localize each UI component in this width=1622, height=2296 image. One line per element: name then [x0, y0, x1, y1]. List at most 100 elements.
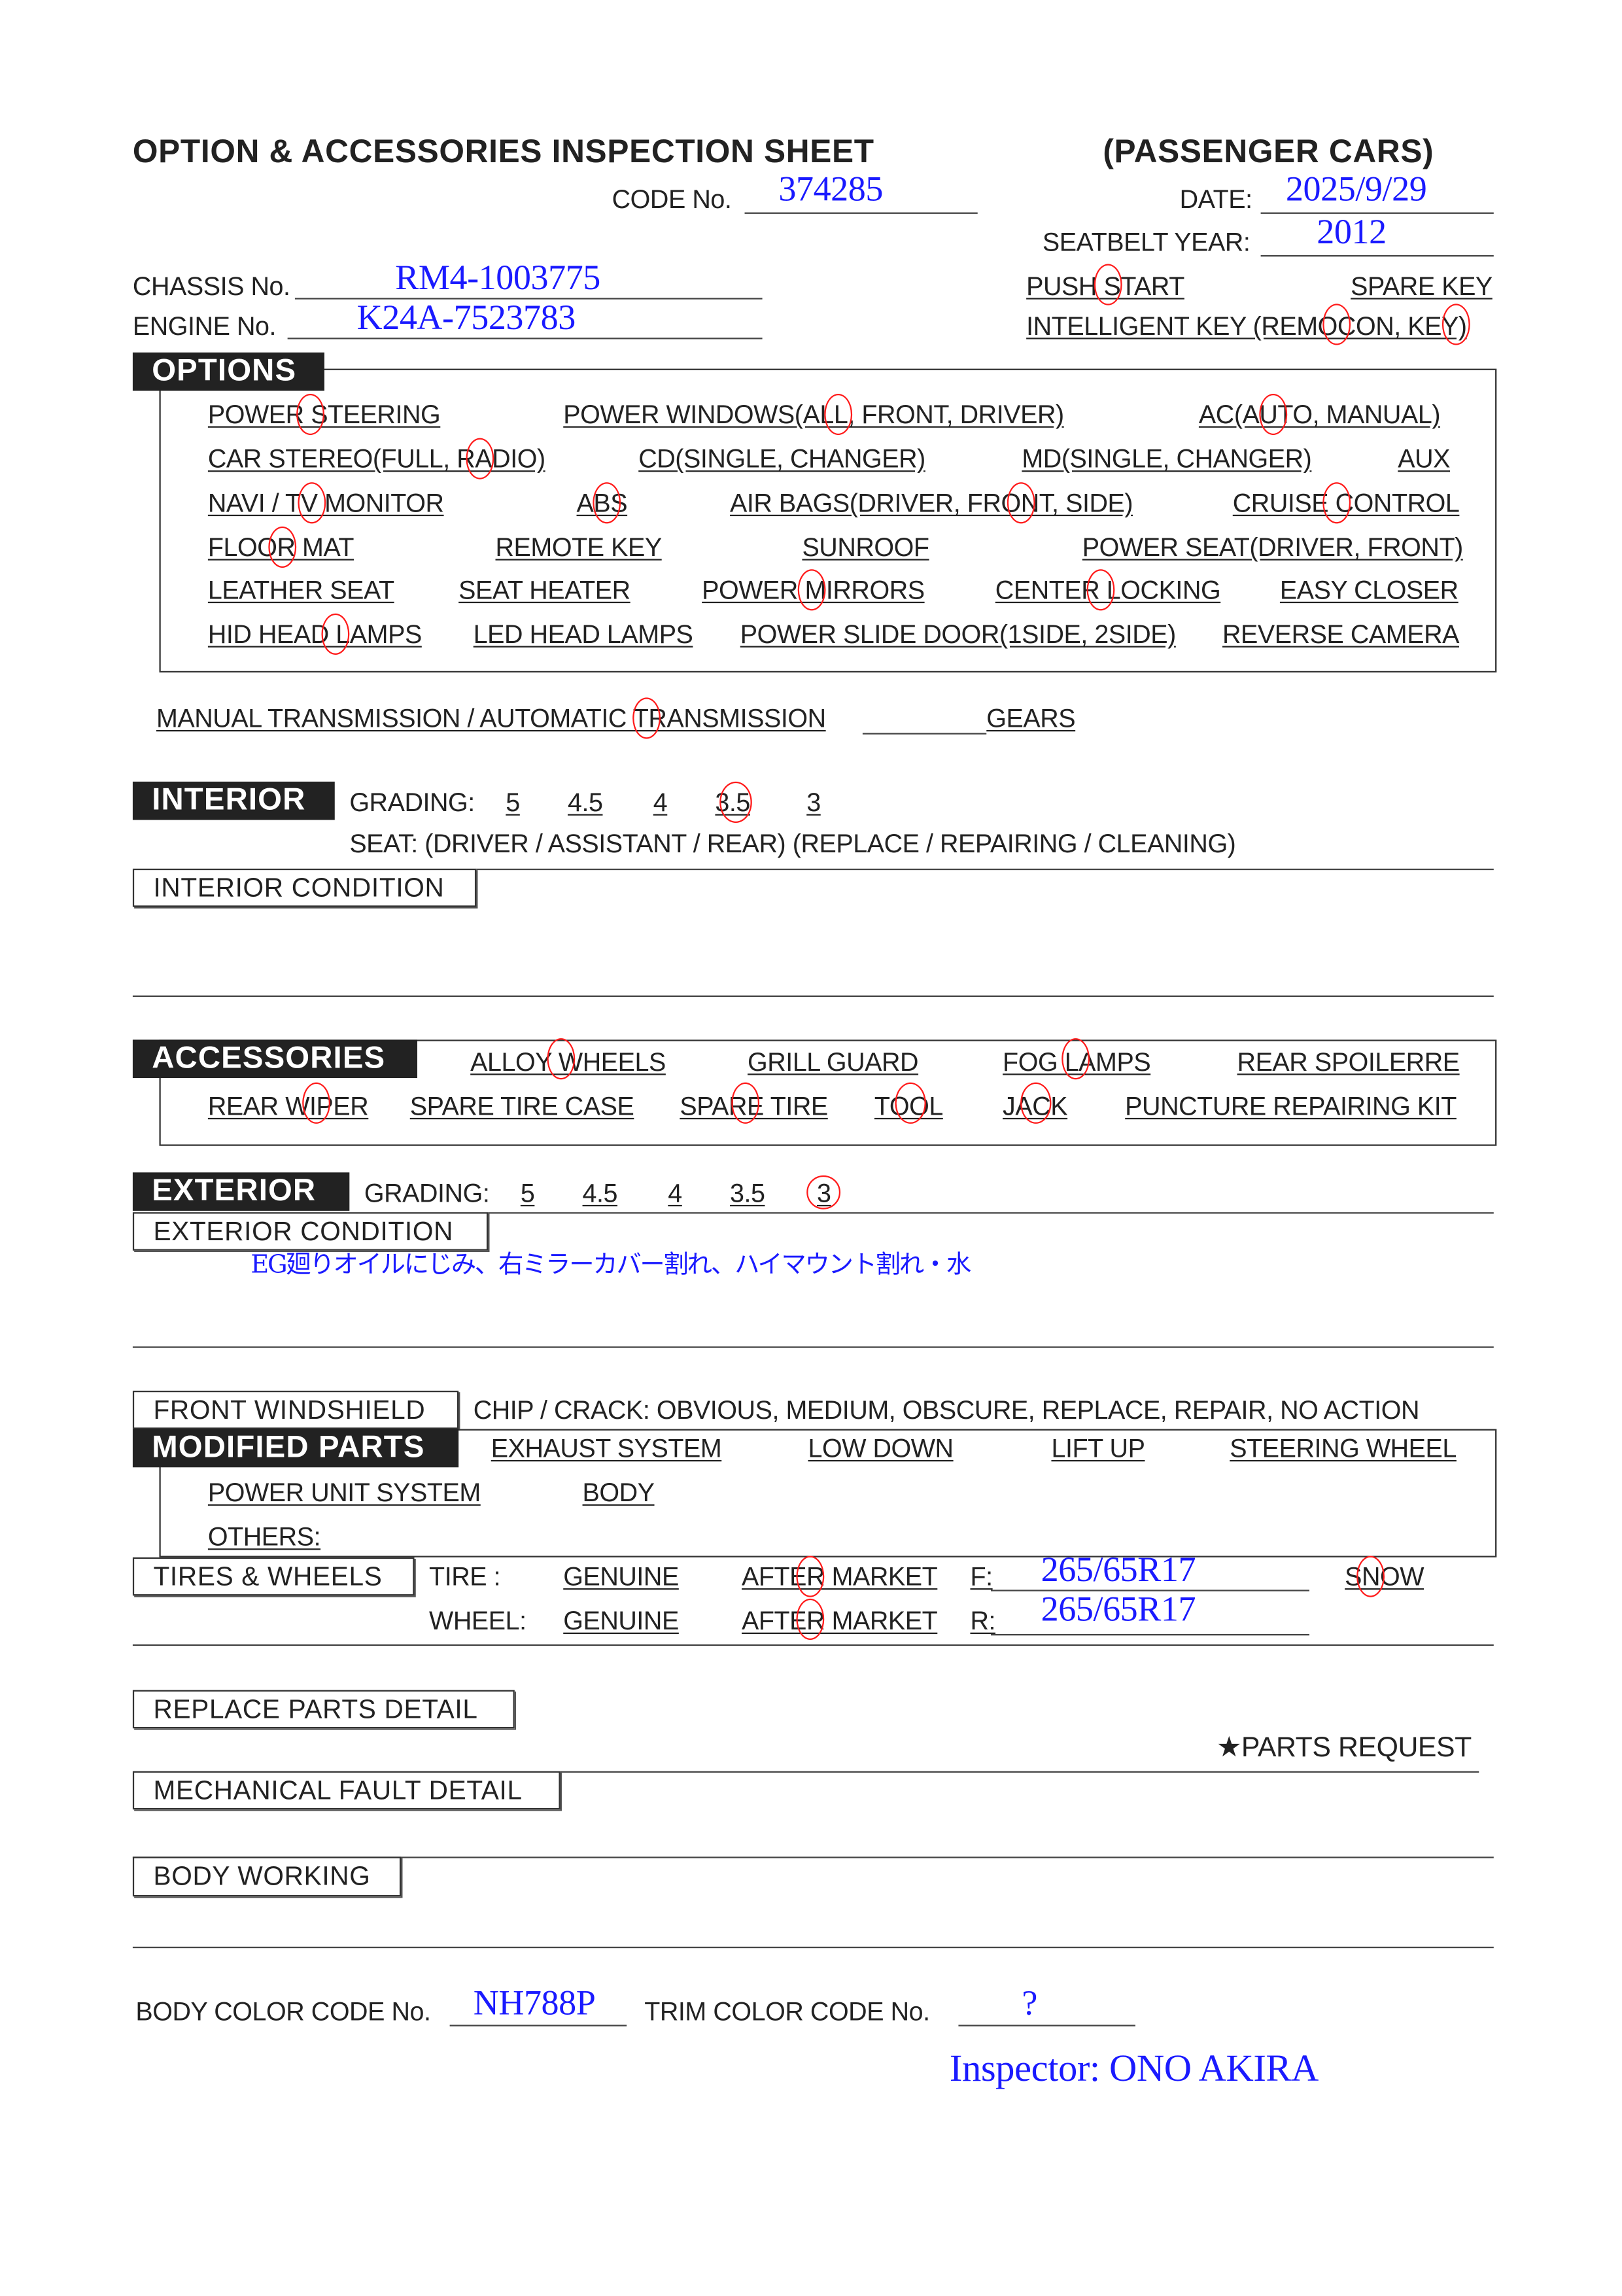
date-label: DATE: — [1179, 184, 1252, 214]
interior-grading-label: GRADING: — [349, 787, 475, 817]
engine-label: ENGINE No. — [132, 311, 277, 341]
option-hid-head-lamps[interactable]: HID HEAD LAMPS — [207, 619, 422, 649]
circle-mark — [1322, 304, 1351, 345]
circle-mark — [1094, 264, 1122, 305]
option-aux[interactable]: AUX — [1398, 444, 1451, 474]
circle-mark — [1259, 393, 1288, 436]
option-md[interactable]: MD(SINGLE, CHANGER) — [1022, 444, 1312, 474]
circle-mark — [547, 1038, 576, 1080]
code-label: CODE No. — [612, 184, 732, 214]
trim-color-value[interactable]: ? — [1022, 1985, 1037, 2024]
option-air-bags[interactable]: AIR BAGS(DRIVER, FRONT, SIDE) — [729, 488, 1133, 518]
option-car-stereo[interactable]: CAR STEREO(FULL, RADIO) — [207, 444, 545, 474]
seat-line: SEAT: (DRIVER / ASSISTANT / REAR) (REPLA… — [349, 829, 1236, 859]
mod-exhaust-system[interactable]: EXHAUST SYSTEM — [491, 1433, 722, 1463]
tire-after-market[interactable]: AFTER MARKET — [742, 1561, 938, 1592]
circle-mark — [298, 482, 326, 524]
circle-mark — [824, 393, 853, 436]
circle-mark — [895, 1082, 926, 1124]
circle-mark — [593, 482, 621, 524]
circle-mark — [1086, 569, 1115, 611]
chassis-value[interactable]: RM4-1003775 — [395, 259, 600, 298]
body-color-label: BODY COLOR CODE No. — [135, 1996, 431, 2026]
option-navi-tv[interactable]: NAVI / TV MONITOR — [207, 488, 444, 518]
replace-parts-label: REPLACE PARTS DETAIL — [132, 1690, 515, 1729]
circle-mark — [632, 697, 661, 739]
option-leather-seat[interactable]: LEATHER SEAT — [207, 575, 394, 605]
mod-steering-wheel[interactable]: STEERING WHEEL — [1230, 1433, 1457, 1463]
tire-label: TIRE : — [429, 1561, 501, 1592]
intelligent-key-option[interactable]: INTELLIGENT KEY (REMOCON, KEY) — [1026, 311, 1467, 341]
acc-rear-wiper[interactable]: REAR WIPER — [207, 1091, 369, 1121]
mod-lift-up[interactable]: LIFT UP — [1051, 1433, 1145, 1463]
acc-grill-guard[interactable]: GRILL GUARD — [748, 1047, 919, 1077]
front-label: F: — [970, 1561, 993, 1592]
seatbelt-label: SEATBELT YEAR: — [1042, 227, 1251, 257]
body-working-label: BODY WORKING — [132, 1856, 402, 1897]
sheet-title: OPTION & ACCESSORIES INSPECTION SHEET — [132, 132, 874, 170]
accessories-label: ACCESSORIES — [132, 1039, 418, 1079]
front-tire-size[interactable]: 265/65R17 — [1041, 1551, 1196, 1590]
interior-grade-5[interactable]: 5 — [506, 787, 520, 817]
options-label: OPTIONS — [132, 352, 324, 391]
mod-others[interactable]: OTHERS: — [207, 1522, 321, 1552]
circle-mark — [302, 1082, 331, 1124]
mechanical-fault-label: MECHANICAL FAULT DETAIL — [132, 1771, 561, 1810]
engine-value[interactable]: K24A-7523783 — [356, 299, 576, 338]
spare-key-option[interactable]: SPARE KEY — [1351, 271, 1493, 301]
option-power-seat[interactable]: POWER SEAT(DRIVER, FRONT) — [1082, 532, 1463, 562]
circle-mark — [797, 569, 826, 611]
option-power-slide-door[interactable]: POWER SLIDE DOOR(1SIDE, 2SIDE) — [740, 619, 1177, 649]
interior-grade-4-5[interactable]: 4.5 — [567, 787, 603, 817]
option-cd[interactable]: CD(SINGLE, CHANGER) — [638, 444, 925, 474]
wheel-genuine[interactable]: GENUINE — [563, 1606, 679, 1636]
exterior-condition-label: EXTERIOR CONDITION — [132, 1212, 489, 1251]
mod-low-down[interactable]: LOW DOWN — [808, 1433, 954, 1463]
acc-puncture-kit[interactable]: PUNCTURE REPAIRING KIT — [1125, 1091, 1457, 1121]
tire-genuine[interactable]: GENUINE — [563, 1561, 679, 1592]
option-power-windows[interactable]: POWER WINDOWS(ALL, FRONT, DRIVER) — [563, 399, 1064, 430]
exterior-grade-4[interactable]: 4 — [668, 1178, 682, 1208]
mod-power-unit-system[interactable]: POWER UNIT SYSTEM — [207, 1478, 481, 1508]
exterior-grade-5[interactable]: 5 — [520, 1178, 535, 1208]
circle-mark — [1322, 482, 1351, 524]
option-led-head-lamps[interactable]: LED HEAD LAMPS — [473, 619, 693, 649]
interior-grade-4[interactable]: 4 — [653, 787, 668, 817]
circle-mark — [719, 781, 752, 824]
transmission-option[interactable]: MANUAL TRANSMISSION / AUTOMATIC TRANSMIS… — [156, 703, 826, 733]
acc-rear-spoiler[interactable]: REAR SPOILERRE — [1237, 1047, 1460, 1077]
acc-spare-tire-case[interactable]: SPARE TIRE CASE — [409, 1091, 634, 1121]
option-reverse-camera[interactable]: REVERSE CAMERA — [1222, 619, 1460, 649]
interior-grade-3[interactable]: 3 — [806, 787, 821, 817]
gears-field[interactable]: GEARS — [986, 703, 1076, 733]
exterior-condition-note[interactable]: EG廻りオイルにじみ、右ミラーカバー割れ、ハイマウント割れ・水 — [250, 1250, 971, 1280]
code-value[interactable]: 374285 — [778, 171, 884, 210]
seatbelt-value[interactable]: 2012 — [1317, 213, 1387, 252]
option-sunroof[interactable]: SUNROOF — [802, 532, 929, 562]
wheel-after-market[interactable]: AFTER MARKET — [742, 1606, 938, 1636]
body-color-value[interactable]: NH788P — [473, 1985, 596, 2024]
exterior-grade-4-5[interactable]: 4.5 — [582, 1178, 618, 1208]
date-value[interactable]: 2025/9/29 — [1285, 171, 1427, 210]
parts-request-label: ★PARTS REQUEST — [1216, 1733, 1472, 1764]
option-remote-key[interactable]: REMOTE KEY — [495, 532, 663, 562]
windshield-options[interactable]: CHIP / CRACK: OBVIOUS, MEDIUM, OBSCURE, … — [473, 1395, 1420, 1425]
option-ac[interactable]: AC(AUTO, MANUAL) — [1198, 399, 1441, 430]
circle-mark — [268, 526, 297, 568]
circle-mark — [1356, 1556, 1385, 1597]
option-easy-closer[interactable]: EASY CLOSER — [1279, 575, 1458, 605]
modified-parts-box — [159, 1429, 1497, 1557]
trim-color-label: TRIM COLOR CODE No. — [644, 1996, 930, 2026]
front-windshield-label: FRONT WINDSHIELD — [132, 1390, 459, 1429]
rear-tire-size[interactable]: 265/65R17 — [1041, 1591, 1196, 1630]
wheel-label: WHEEL: — [429, 1606, 526, 1636]
circle-mark — [296, 393, 324, 436]
chassis-label: CHASSIS No. — [132, 271, 290, 301]
mod-body[interactable]: BODY — [582, 1478, 655, 1508]
circle-mark — [1061, 1038, 1090, 1080]
tires-wheels-label: TIRES & WHEELS — [132, 1557, 415, 1596]
option-seat-heater[interactable]: SEAT HEATER — [458, 575, 630, 605]
exterior-grade-3-5[interactable]: 3.5 — [729, 1178, 765, 1208]
circle-mark — [796, 1556, 825, 1597]
